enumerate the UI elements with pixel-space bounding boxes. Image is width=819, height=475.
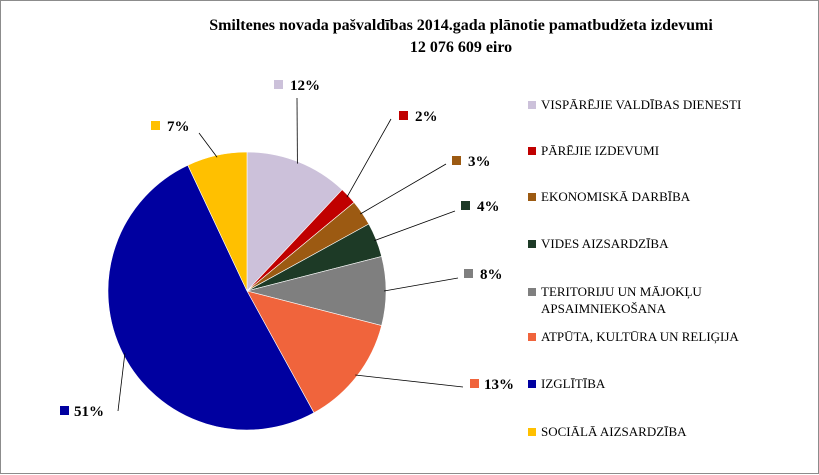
legend-swatch — [528, 147, 536, 155]
data-label: 2% — [415, 109, 438, 125]
legend-swatch — [528, 428, 536, 436]
leader-line — [374, 211, 455, 241]
data-label: 4% — [477, 199, 500, 215]
data-label-swatch — [399, 111, 408, 120]
legend-swatch — [528, 333, 536, 341]
legend-label: EKONOMISKĀ DARBĪBA — [541, 188, 811, 205]
leader-line — [347, 119, 391, 197]
data-label: 3% — [468, 154, 491, 170]
legend-label: VIDES AIZSARDZĪBA — [541, 235, 811, 252]
legend-label: PĀRĒJIE IZDEVUMI — [541, 142, 811, 159]
legend-swatch — [528, 240, 536, 248]
data-label-swatch — [461, 201, 470, 210]
legend-swatch — [528, 101, 536, 109]
leader-line — [355, 375, 463, 387]
data-label-swatch — [452, 156, 461, 165]
data-label-swatch — [60, 406, 69, 415]
data-label-swatch — [470, 379, 479, 388]
data-label: 8% — [480, 267, 503, 283]
leader-line — [360, 164, 446, 214]
data-label: 51% — [74, 404, 104, 420]
data-label: 7% — [167, 119, 190, 135]
legend-label: ATPŪTA, KULTŪRA UN RELIĢIJA — [541, 328, 811, 345]
data-label-swatch — [151, 121, 160, 130]
leader-line — [199, 133, 217, 157]
legend-swatch — [528, 193, 536, 201]
legend-label: IZGLĪTĪBA — [541, 375, 811, 392]
data-label-swatch — [274, 80, 283, 89]
legend-label: VISPĀRĒJIE VALDĪBAS DIENESTI — [541, 96, 811, 113]
data-label-swatch — [464, 269, 473, 278]
leader-line — [384, 278, 458, 291]
legend-swatch — [528, 380, 536, 388]
legend-label: SOCIĀLĀ AIZSARDZĪBA — [541, 423, 811, 440]
data-label: 13% — [484, 377, 514, 393]
legend-label: TERITORIJU UN MĀJOKĻU APSAIMNIEKOŠANA — [541, 283, 811, 317]
data-label: 12% — [290, 78, 320, 94]
leader-line — [118, 353, 125, 411]
legend-swatch — [528, 288, 536, 296]
